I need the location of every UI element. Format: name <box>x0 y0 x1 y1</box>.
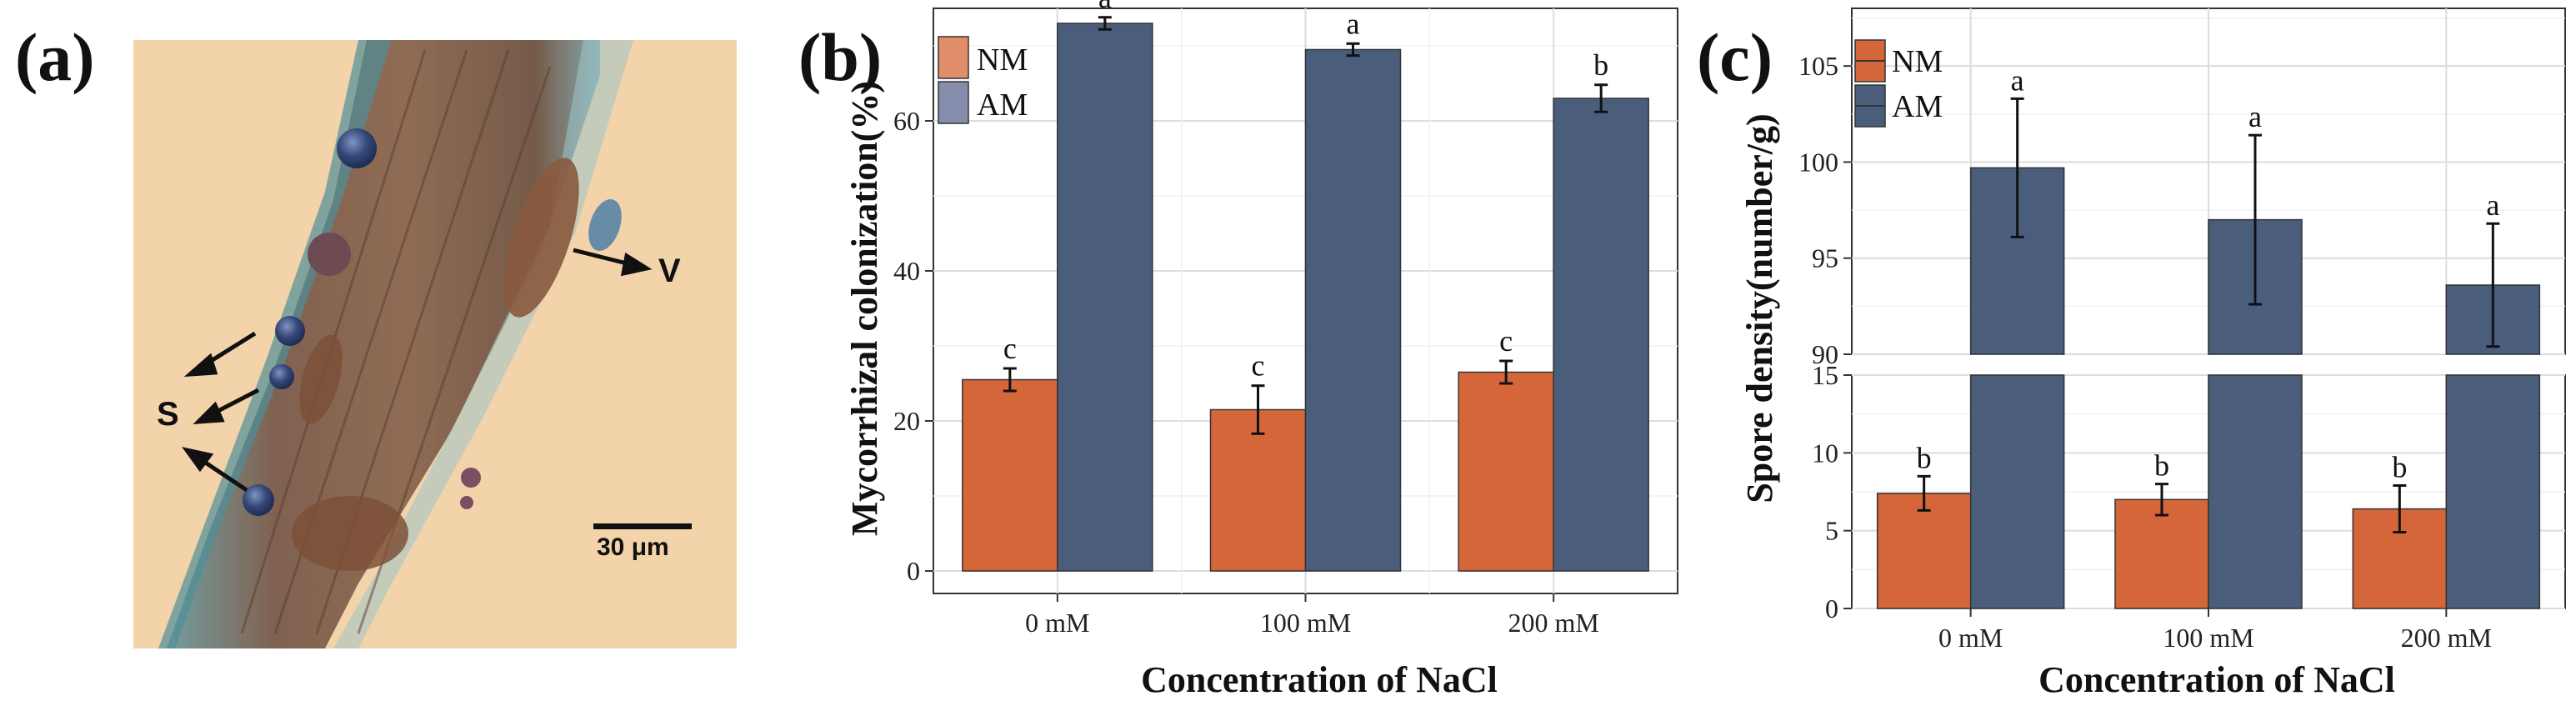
spore <box>275 316 305 346</box>
significance-letter: b <box>2392 451 2407 484</box>
x-axis-title: Concentration of NaCl <box>2038 659 2395 700</box>
bar-am-2 <box>1553 98 1649 572</box>
bar-nm-1 <box>2114 498 2209 609</box>
chart-spore-density: 90 95 100 105 0 5 10 15 b a b a b a 0 mM 100 mM 200 mM… <box>1739 8 2566 700</box>
vesicle <box>504 158 579 318</box>
significance-letter: b <box>1917 441 1932 474</box>
root-segment <box>167 40 600 648</box>
panel-label-c: (c) <box>1697 19 1773 95</box>
bar-am-1 <box>1304 48 1402 572</box>
legend-label-am: AM <box>977 88 1028 123</box>
x-axis-ticks: 0 mM 100 mM 200 mM <box>1025 593 1599 638</box>
spore <box>337 128 377 168</box>
bar-am-0 <box>1057 23 1153 572</box>
bar-nm-2 <box>1458 371 1554 572</box>
spore-label: S <box>157 396 179 433</box>
y-tick-label: 100 <box>1798 147 1838 177</box>
scale-bar <box>593 523 692 529</box>
micrograph: S V 30 μm <box>133 40 737 648</box>
significance-letter: b <box>2154 449 2169 483</box>
x-tick-label: 200 mM <box>1508 608 1598 638</box>
scale-bar-label: 30 μm <box>597 533 669 561</box>
spore <box>461 468 481 488</box>
y-tick-label: 105 <box>1798 51 1838 81</box>
x-tick-label: 0 mM <box>1025 608 1089 638</box>
legend: NM AM <box>1854 39 1943 128</box>
y-axis-title: Spore density(number/g) <box>1739 113 1780 503</box>
x-axis-title: Concentration of NaCl <box>1141 659 1498 700</box>
vesicle-stained <box>588 199 622 251</box>
spore <box>243 484 274 516</box>
significance-letter: c <box>1252 349 1265 383</box>
legend-label-nm: NM <box>977 43 1028 78</box>
y-tick-label: 15 <box>1812 360 1838 390</box>
annotation-arrows <box>182 248 653 493</box>
y-tick-label: 40 <box>893 256 920 286</box>
significance-letter: b <box>1593 48 1608 82</box>
root-edge-stain <box>158 40 392 648</box>
bars: b a b a b a <box>1876 63 2541 609</box>
significance-letter: a <box>1098 0 1112 14</box>
significance-letter: a <box>2011 63 2024 97</box>
significance-letter: a <box>2248 100 2262 133</box>
bar-nm-0 <box>962 378 1058 572</box>
panel-label-b: (b) <box>798 19 882 95</box>
y-tick-label: 60 <box>893 106 920 136</box>
bars: c a c a c b <box>962 0 1649 572</box>
significance-letter: a <box>2486 188 2499 222</box>
x-tick-label: 100 mM <box>1260 608 1351 638</box>
y-tick-label: 5 <box>1825 516 1838 546</box>
y-tick-label: 90 <box>1812 339 1838 369</box>
x-tick-label: 200 mM <box>2401 623 2492 653</box>
legend-label-nm: NM <box>1892 44 1943 79</box>
y-axis-ticks: 90 95 100 105 0 5 10 15 <box>1798 51 1852 623</box>
legend-swatch-nm <box>938 36 969 79</box>
spore <box>269 364 294 389</box>
bar-am-lower-2 <box>2445 374 2541 609</box>
y-axis-title: Mycorrhizal colonization(%) <box>844 81 885 536</box>
significance-letter: a <box>1347 7 1360 40</box>
panel-label-a: (a) <box>15 19 95 95</box>
y-tick-label: 95 <box>1812 243 1838 273</box>
y-axis-ticks: 0 20 40 60 <box>893 106 933 586</box>
x-tick-label: 100 mM <box>2163 623 2253 653</box>
vesicle-label: V <box>658 253 681 289</box>
bar-am-lower-1 <box>2208 374 2303 609</box>
x-axis-ticks: 0 mM 100 mM 200 mM <box>1938 608 2492 653</box>
y-tick-label: 20 <box>893 406 920 436</box>
bar-am-lower-0 <box>1969 374 2065 609</box>
bar-nm-0 <box>1876 493 1972 609</box>
y-tick-label: 0 <box>1825 593 1838 623</box>
significance-letter: c <box>1499 324 1513 358</box>
significance-letter: c <box>1003 332 1017 365</box>
y-tick-label: 10 <box>1812 438 1838 468</box>
spore <box>460 496 473 509</box>
legend-swatch-am <box>938 81 969 124</box>
y-tick-label: 0 <box>907 556 920 586</box>
legend: NM AM <box>938 36 1028 124</box>
legend-label-am: AM <box>1892 89 1943 124</box>
spore <box>308 233 351 276</box>
x-tick-label: 0 mM <box>1938 623 2003 653</box>
chart-colonization: 0 20 40 60 c a c a c b 0 mM 100 mM 200 mM NM AM Co… <box>844 0 1678 700</box>
